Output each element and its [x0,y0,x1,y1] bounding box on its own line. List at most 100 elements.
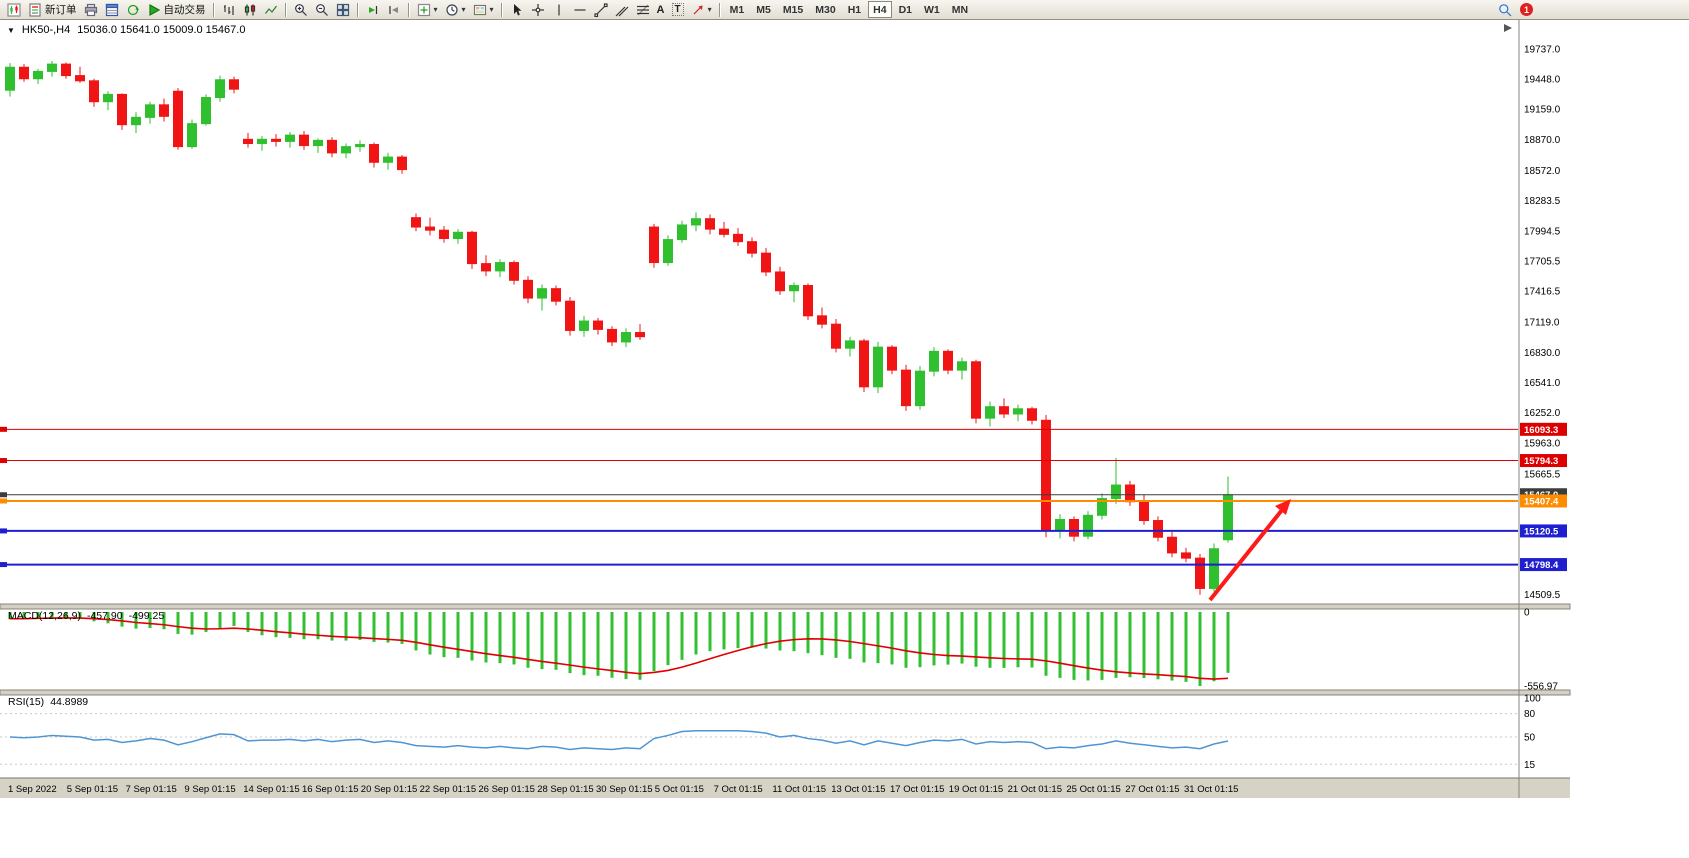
time-axis-label: 27 Oct 01:15 [1125,784,1179,795]
toolbar-separator [500,2,503,17]
rsi-axis-label: 100 [1524,694,1541,705]
time-axis-label: 19 Oct 01:15 [949,784,1003,795]
candlestick-chart-button[interactable] [240,1,260,18]
periods-button[interactable]: ▾ [442,1,469,18]
zoom-in-icon [294,3,307,16]
trendline-icon [593,2,608,17]
time-axis-label: 1 Sep 2022 [8,784,57,795]
rsi-label: RSI(15) 44.8989 [8,696,88,708]
rsi-line [9,730,1229,751]
chart-dropdown-icon[interactable]: ▼ [7,25,15,35]
timeframe-m15-button[interactable]: M15 [778,1,808,18]
chart-symbol-period: HK50-,H4 [21,24,71,36]
time-axis-label: 7 Oct 01:15 [714,784,763,795]
search-button[interactable] [1495,1,1515,18]
text-label-tool-button[interactable]: T [669,1,687,18]
autotrading-label: 自动交易 [163,4,206,16]
toolbar-separator [356,2,359,17]
price-badge-label: 15407.4 [1524,496,1559,507]
timeframe-m30-button[interactable]: M30 [810,1,840,18]
line-chart-button[interactable] [261,1,281,18]
price-axis-label: 16830.0 [1524,348,1561,359]
toolbar-right-group: 1 [1495,1,1533,18]
new-chart-button[interactable] [4,1,24,18]
cursor-button[interactable] [507,1,527,18]
channel-tool-button[interactable] [612,1,632,18]
rsi-axis-label: 50 [1524,733,1536,744]
vertical-line-tool-button[interactable] [549,1,569,18]
price-axis-label: 17119.0 [1524,318,1560,329]
toolbar-separator [284,2,287,17]
zoom-out-icon [315,3,328,16]
print-button[interactable] [81,1,101,18]
new-order-button[interactable]: 新订单 [25,1,80,18]
notification-badge[interactable]: 1 [1520,3,1533,16]
timeframe-mn-button[interactable]: MN [947,1,973,18]
printer-icon [84,3,97,16]
auto-scroll-button[interactable] [363,1,383,18]
data-window-button[interactable] [102,1,122,18]
timeframe-m5-button[interactable]: M5 [751,1,776,18]
macd-signal-line [10,617,1229,680]
trend-arrow-annotation[interactable] [1208,508,1284,602]
line-chart-icon [264,5,277,14]
templates-icon [473,4,486,15]
dropdown-caret-icon: ▾ [489,5,494,14]
price-axis-label: 19159.0 [1524,105,1561,116]
bar-chart-button[interactable] [219,1,239,18]
auto-scroll-icon [368,5,377,14]
text-tool-button[interactable]: A [654,1,668,18]
price-line-marker [0,528,7,534]
text-label-tool-icon: T [671,3,684,16]
tile-windows-icon [336,3,349,16]
chart-shift-icon [388,5,398,14]
time-axis-strip [0,778,1570,798]
main-toolbar: 新订单 自动交易 [0,0,1689,20]
price-line-marker [0,498,7,504]
dropdown-caret-icon: ▾ [433,5,438,14]
chart-title: ▼ HK50-,H4 15036.0 15641.0 15009.0 15467… [7,24,245,36]
macd-axis-label: -556.97 [1524,682,1558,693]
vertical-line-icon [557,4,560,15]
time-axis-label: 22 Sep 01:15 [420,784,477,795]
trendline-tool-button[interactable] [591,1,611,18]
refresh-button[interactable] [123,1,143,18]
price-axis-label: 16252.0 [1524,408,1561,419]
rsi-name: RSI(15) [8,696,45,708]
timeframe-w1-button[interactable]: W1 [919,1,945,18]
time-axis-label: 9 Sep 01:15 [184,784,235,795]
crosshair-button[interactable] [528,1,548,18]
fibonacci-tool-button[interactable] [633,1,653,18]
templates-button[interactable]: ▾ [470,1,497,18]
price-axis-label: 16541.0 [1524,378,1561,389]
price-badge-label: 16093.3 [1524,425,1558,436]
price-badge-label: 15794.3 [1524,456,1558,467]
price-badge [1520,558,1567,572]
arrows-tool-button[interactable]: ▾ [688,1,715,18]
chart-shift-button[interactable] [384,1,404,18]
price-badge-label: 15120.5 [1524,526,1559,537]
time-axis-label: 25 Oct 01:15 [1066,784,1120,795]
timeframe-h1-button[interactable]: H1 [843,1,866,18]
tile-windows-button[interactable] [333,1,353,18]
pane-splitter[interactable] [0,603,1571,610]
crosshair-icon [531,3,544,16]
timeframe-m1-button[interactable]: M1 [725,1,750,18]
time-axis-label: 5 Sep 01:15 [67,784,118,795]
chart-ohlc-values: 15036.0 15641.0 15009.0 15467.0 [77,24,246,36]
indicators-button[interactable]: ▾ [414,1,441,18]
rsi-axis-label: 80 [1524,709,1536,720]
price-axis-label: 18870.0 [1524,135,1561,146]
time-axis-label: 26 Sep 01:15 [478,784,535,795]
pane-splitter[interactable] [0,689,1571,696]
zoom-in-button[interactable] [291,1,311,18]
timeframe-h4-button[interactable]: H4 [868,1,892,18]
macd-signal-value: -499.25 [128,610,165,622]
new-chart-icon [7,2,21,17]
horizontal-line-tool-button[interactable] [570,1,590,18]
zoom-out-button[interactable] [312,1,332,18]
chart-canvas[interactable]: 19737.0 19448.0 19159.0 18870.0 18572.0 18283… [0,20,1689,858]
timeframe-d1-button[interactable]: D1 [894,1,917,18]
autotrading-button[interactable]: 自动交易 [144,1,209,18]
